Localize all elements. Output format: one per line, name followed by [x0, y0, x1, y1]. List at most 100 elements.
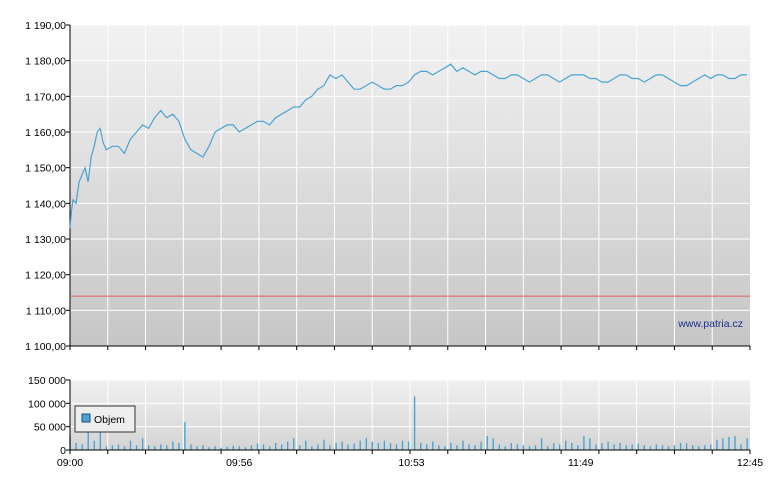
volume-bar	[516, 444, 519, 450]
time-tick-label: 09:56	[226, 457, 252, 469]
volume-bar	[184, 422, 186, 450]
volume-bar	[504, 446, 506, 450]
volume-bar	[450, 443, 452, 450]
volume-bar	[220, 447, 222, 450]
volume-bar	[528, 446, 531, 450]
volume-bar	[135, 445, 138, 450]
volume-bar	[160, 444, 162, 450]
volume-bar	[190, 444, 192, 450]
volume-bar	[335, 443, 337, 450]
price-x-axis-ticks	[69, 346, 751, 350]
volume-bar	[359, 440, 361, 450]
volume-bar	[673, 445, 676, 450]
volume-bar	[643, 445, 645, 450]
volume-bar	[540, 438, 543, 450]
volume-bar	[317, 444, 319, 450]
volume-bar	[607, 441, 609, 450]
volume-bar	[498, 444, 500, 450]
volume-bar	[341, 441, 343, 450]
volume-bar	[105, 446, 108, 450]
volume-bar	[172, 441, 174, 450]
volume-y-tick-label: 50 000	[34, 422, 66, 434]
volume-bar	[413, 396, 416, 450]
volume-y-tick-label: 100 000	[28, 398, 66, 410]
volume-bar	[728, 436, 730, 450]
legend-swatch	[81, 413, 91, 423]
legend-label: Objem	[94, 414, 125, 426]
volume-bar	[274, 443, 277, 450]
volume-bar	[613, 444, 615, 450]
volume-bar	[667, 446, 670, 450]
volume-bar	[377, 443, 380, 450]
volume-bar	[148, 445, 150, 450]
volume-bar	[371, 441, 373, 450]
price-y-tick-label: 1 170,00	[25, 91, 66, 103]
volume-bar	[353, 443, 355, 450]
volume-bar	[256, 443, 259, 450]
volume-bar	[432, 441, 434, 450]
volume-bar	[166, 445, 168, 450]
volume-y-tick-label: 150 000	[28, 375, 66, 387]
volume-bar	[740, 444, 742, 450]
volume-bar	[214, 446, 216, 450]
volume-bar	[141, 438, 144, 450]
volume-bar	[196, 446, 198, 450]
volume-bar	[81, 444, 83, 450]
volume-bar	[631, 444, 633, 450]
volume-bar	[99, 422, 101, 450]
volume-panel: 0 50 000 100 000 150 000 09:00 09:56 10:53 11:…	[28, 375, 763, 469]
volume-bar	[129, 440, 132, 450]
volume-bar	[746, 438, 748, 450]
volume-bar	[589, 438, 591, 450]
volume-bar	[347, 444, 349, 450]
volume-bar	[389, 443, 392, 450]
volume-bar	[262, 444, 265, 450]
volume-bar	[655, 444, 658, 450]
volume-bar	[438, 445, 440, 450]
volume-bar	[522, 445, 525, 450]
volume-bar	[401, 440, 404, 450]
volume-bar	[250, 445, 253, 450]
volume-bar	[553, 443, 555, 450]
volume-bar	[208, 447, 210, 450]
volume-bar	[559, 444, 561, 450]
volume-x-axis-ticks: 09:00 09:56 10:53 11:49 12:45	[57, 450, 763, 469]
volume-bar	[123, 446, 126, 450]
volume-bar	[244, 447, 247, 450]
price-y-tick-label: 1 160,00	[25, 127, 66, 139]
volume-bar	[407, 441, 410, 450]
volume-bar	[565, 440, 567, 450]
volume-bar	[293, 438, 295, 450]
volume-bar	[716, 439, 718, 450]
volume-bar	[704, 445, 706, 450]
price-y-tick-label: 1 130,00	[25, 234, 66, 246]
price-y-tick-label: 1 120,00	[25, 270, 66, 282]
price-gridlines	[70, 24, 750, 346]
volume-bar	[685, 443, 688, 450]
volume-bar	[287, 441, 289, 450]
volume-bar	[329, 445, 331, 450]
legend: Objem	[74, 405, 136, 433]
volume-bar	[456, 445, 458, 450]
volume-y-tick-label: 0	[60, 445, 66, 457]
volume-bar	[692, 445, 694, 450]
volume-bar	[637, 443, 639, 450]
price-y-tick-label: 1 140,00	[25, 198, 66, 210]
volume-bar	[93, 440, 95, 450]
volume-bar	[75, 443, 77, 450]
volume-bar	[232, 445, 234, 450]
volume-bar	[679, 443, 682, 450]
volume-bar	[111, 445, 114, 450]
volume-bars	[69, 396, 748, 450]
volume-bar	[462, 440, 464, 450]
volume-bar	[595, 444, 597, 450]
volume-bar	[426, 444, 428, 450]
volume-bar	[468, 444, 470, 450]
volume-bar	[710, 444, 712, 450]
price-panel: 1 100,00 1 110,00 1 120,00 1 130,00 1 140,00…	[25, 20, 751, 353]
price-y-tick-label: 1 180,00	[25, 56, 66, 68]
price-y-tick-label: 1 110,00	[26, 305, 66, 317]
volume-bar	[395, 444, 398, 450]
volume-bar	[383, 440, 386, 450]
